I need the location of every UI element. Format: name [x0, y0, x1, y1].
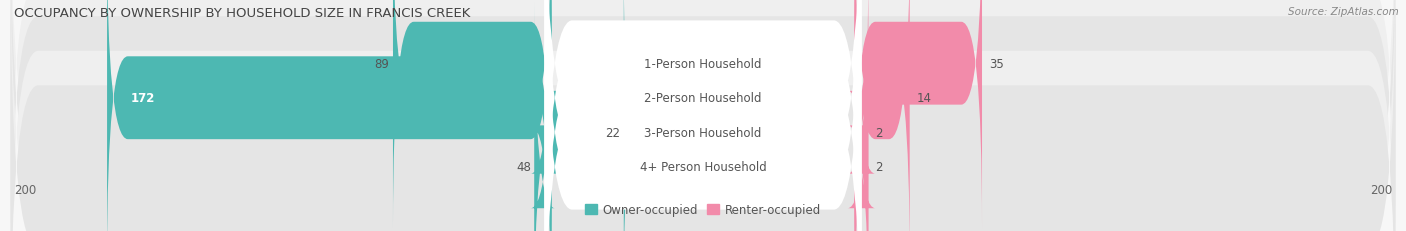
Text: 2: 2: [875, 161, 883, 173]
Text: Source: ZipAtlas.com: Source: ZipAtlas.com: [1288, 7, 1399, 17]
Text: 2: 2: [875, 126, 883, 139]
FancyBboxPatch shape: [544, 0, 862, 231]
Text: 14: 14: [917, 92, 932, 105]
Text: 89: 89: [374, 58, 389, 70]
FancyBboxPatch shape: [544, 0, 862, 231]
FancyBboxPatch shape: [848, 2, 875, 231]
FancyBboxPatch shape: [107, 0, 551, 231]
Text: 200: 200: [1369, 183, 1392, 196]
FancyBboxPatch shape: [855, 0, 981, 229]
FancyBboxPatch shape: [531, 0, 644, 231]
Text: 172: 172: [131, 92, 156, 105]
FancyBboxPatch shape: [11, 0, 1395, 231]
FancyBboxPatch shape: [11, 0, 1395, 231]
FancyBboxPatch shape: [544, 0, 862, 231]
FancyBboxPatch shape: [11, 0, 1395, 231]
Text: 22: 22: [606, 126, 620, 139]
Text: 4+ Person Household: 4+ Person Household: [640, 161, 766, 173]
Text: 1-Person Household: 1-Person Household: [644, 58, 762, 70]
Text: 2-Person Household: 2-Person Household: [644, 92, 762, 105]
FancyBboxPatch shape: [848, 0, 875, 231]
Text: 200: 200: [14, 183, 37, 196]
Text: 35: 35: [988, 58, 1004, 70]
FancyBboxPatch shape: [544, 0, 862, 231]
FancyBboxPatch shape: [11, 0, 1395, 231]
FancyBboxPatch shape: [855, 0, 910, 231]
Text: 48: 48: [516, 161, 531, 173]
Legend: Owner-occupied, Renter-occupied: Owner-occupied, Renter-occupied: [585, 203, 821, 216]
FancyBboxPatch shape: [392, 0, 551, 229]
Text: OCCUPANCY BY OWNERSHIP BY HOUSEHOLD SIZE IN FRANCIS CREEK: OCCUPANCY BY OWNERSHIP BY HOUSEHOLD SIZE…: [14, 7, 471, 20]
Text: 3-Person Household: 3-Person Household: [644, 126, 762, 139]
FancyBboxPatch shape: [531, 2, 555, 231]
